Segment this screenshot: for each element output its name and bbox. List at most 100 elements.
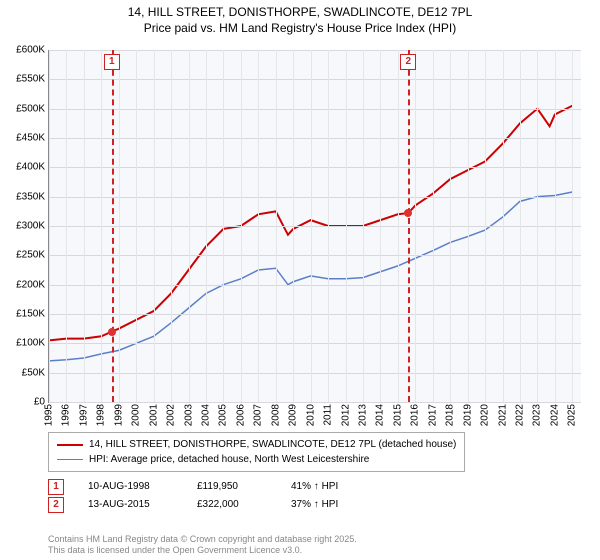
event-marker-dot [108, 328, 116, 336]
gridline-h [49, 79, 581, 80]
gridline-v [328, 50, 329, 402]
y-axis-label: £50K [22, 367, 45, 378]
table-row: 2 13-AUG-2015 £322,000 37% ↑ HPI [48, 496, 338, 514]
legend-item-property: 14, HILL STREET, DONISTHORPE, SWADLINCOT… [57, 437, 456, 452]
table-row: 1 10-AUG-1998 £119,950 41% ↑ HPI [48, 478, 338, 496]
x-axis-label: 2025 [567, 404, 578, 426]
footer-line: Contains HM Land Registry data © Crown c… [48, 534, 357, 545]
legend-swatch [57, 459, 83, 460]
gridline-v [555, 50, 556, 402]
gridline-v [572, 50, 573, 402]
x-axis-label: 2022 [514, 404, 525, 426]
gridline-h [49, 314, 581, 315]
gridline-h [49, 285, 581, 286]
y-axis-label: £500K [16, 103, 45, 114]
event-marker-line [112, 50, 114, 402]
title-line-2: Price paid vs. HM Land Registry's House … [0, 20, 600, 36]
gridline-v [485, 50, 486, 402]
x-axis-label: 1996 [61, 404, 72, 426]
x-axis-label: 2014 [375, 404, 386, 426]
gridline-h [49, 343, 581, 344]
gridline-v [433, 50, 434, 402]
gridline-v [223, 50, 224, 402]
y-axis-label: £400K [16, 162, 45, 173]
x-axis-label: 2010 [305, 404, 316, 426]
x-axis-label: 2017 [427, 404, 438, 426]
x-axis-label: 2002 [166, 404, 177, 426]
price-chart: £0£50K£100K£150K£200K£250K£300K£350K£400… [48, 50, 581, 403]
x-axis-label: 1995 [44, 404, 55, 426]
y-axis-label: £250K [16, 250, 45, 261]
gridline-v [171, 50, 172, 402]
x-axis-label: 2001 [148, 404, 159, 426]
sale-badge: 1 [48, 479, 64, 495]
x-axis-label: 1997 [78, 404, 89, 426]
x-axis-label: 2016 [410, 404, 421, 426]
gridline-h [49, 167, 581, 168]
x-axis-label: 2004 [200, 404, 211, 426]
gridline-h [49, 255, 581, 256]
y-axis-label: £600K [16, 45, 45, 56]
legend-item-hpi: HPI: Average price, detached house, Nort… [57, 452, 456, 467]
event-marker-badge: 2 [400, 54, 416, 70]
x-axis-label: 2018 [445, 404, 456, 426]
gridline-v [503, 50, 504, 402]
gridline-h [49, 226, 581, 227]
y-axis-label: £200K [16, 279, 45, 290]
gridline-v [380, 50, 381, 402]
legend-swatch [57, 444, 83, 446]
gridline-v [258, 50, 259, 402]
gridline-v [346, 50, 347, 402]
y-axis-label: £450K [16, 133, 45, 144]
x-axis-label: 2021 [497, 404, 508, 426]
sale-date: 10-AUG-1998 [88, 478, 173, 496]
footer-attribution: Contains HM Land Registry data © Crown c… [48, 534, 357, 557]
x-axis-label: 2003 [183, 404, 194, 426]
chart-title: 14, HILL STREET, DONISTHORPE, SWADLINCOT… [0, 0, 600, 36]
gridline-v [189, 50, 190, 402]
gridline-h [49, 197, 581, 198]
gridline-v [49, 50, 50, 402]
sale-price: £119,950 [197, 478, 267, 496]
event-marker-dot [404, 209, 412, 217]
sale-date: 13-AUG-2015 [88, 496, 173, 514]
gridline-v [84, 50, 85, 402]
sales-table: 1 10-AUG-1998 £119,950 41% ↑ HPI 2 13-AU… [48, 478, 338, 514]
gridline-v [119, 50, 120, 402]
x-axis-label: 2000 [131, 404, 142, 426]
gridline-h [49, 138, 581, 139]
y-axis-label: £300K [16, 221, 45, 232]
gridline-v [363, 50, 364, 402]
sale-hpi: 37% ↑ HPI [291, 496, 338, 514]
x-axis-label: 2013 [357, 404, 368, 426]
event-marker-badge: 1 [104, 54, 120, 70]
x-axis-label: 2006 [235, 404, 246, 426]
x-axis-label: 2015 [392, 404, 403, 426]
y-axis-label: £550K [16, 74, 45, 85]
gridline-v [241, 50, 242, 402]
gridline-h [49, 109, 581, 110]
gridline-v [101, 50, 102, 402]
gridline-v [520, 50, 521, 402]
y-axis-label: £350K [16, 191, 45, 202]
gridline-v [537, 50, 538, 402]
legend-label: HPI: Average price, detached house, Nort… [89, 452, 369, 467]
x-axis-label: 1998 [96, 404, 107, 426]
gridline-v [415, 50, 416, 402]
y-axis-label: £100K [16, 338, 45, 349]
x-axis-label: 2008 [270, 404, 281, 426]
x-axis-label: 2024 [549, 404, 560, 426]
gridline-v [136, 50, 137, 402]
x-axis-label: 2011 [323, 404, 334, 426]
x-axis-label: 2012 [340, 404, 351, 426]
gridline-v [398, 50, 399, 402]
gridline-h [49, 402, 581, 403]
x-axis-label: 2019 [462, 404, 473, 426]
legend-label: 14, HILL STREET, DONISTHORPE, SWADLINCOT… [89, 437, 456, 452]
sale-hpi: 41% ↑ HPI [291, 478, 338, 496]
x-axis-label: 2009 [288, 404, 299, 426]
x-axis-label: 2007 [253, 404, 264, 426]
legend: 14, HILL STREET, DONISTHORPE, SWADLINCOT… [48, 432, 465, 472]
gridline-v [468, 50, 469, 402]
x-axis-label: 2005 [218, 404, 229, 426]
